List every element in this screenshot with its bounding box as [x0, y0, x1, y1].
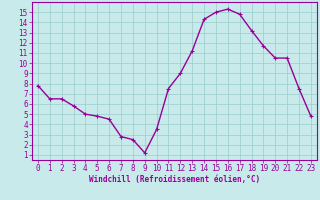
X-axis label: Windchill (Refroidissement éolien,°C): Windchill (Refroidissement éolien,°C)	[89, 175, 260, 184]
